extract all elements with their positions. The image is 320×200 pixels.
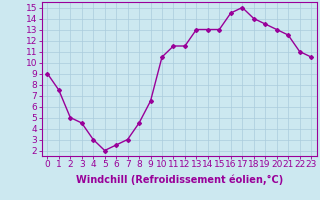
X-axis label: Windchill (Refroidissement éolien,°C): Windchill (Refroidissement éolien,°C) bbox=[76, 175, 283, 185]
